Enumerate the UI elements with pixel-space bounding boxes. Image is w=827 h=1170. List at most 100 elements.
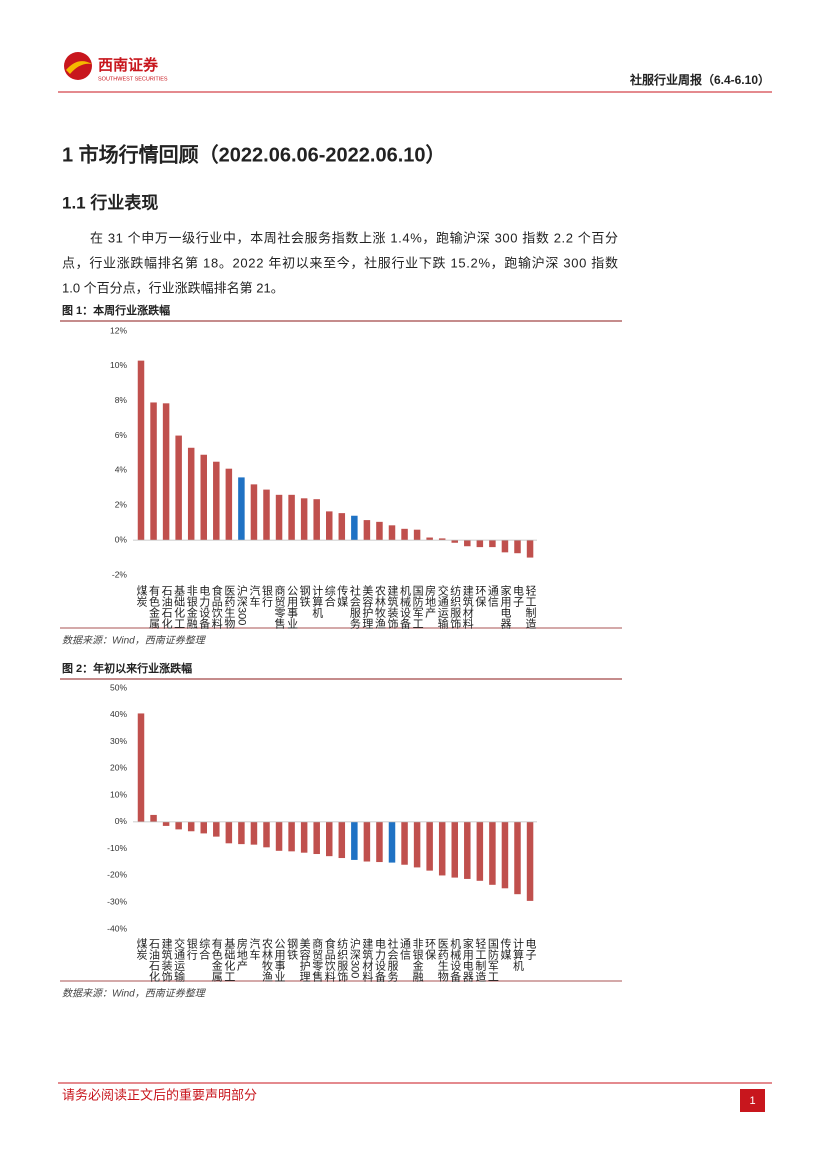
x-tick-label: 通信 [486,585,499,608]
logo-name: 西南证券 [98,56,159,74]
x-tick-label: 银行 [261,584,274,608]
bar [464,821,471,879]
figure-title: 图 1：本周行业涨跌幅 [62,303,170,317]
bar [438,538,446,541]
x-tick-label: 非银金融 [185,585,198,630]
bar [300,498,308,541]
page-number: 1 [749,1095,755,1107]
bar [501,821,509,889]
figure-source: 数据来源：Wind，西南证券整理 [62,988,207,1000]
x-tick-label: 环保 [474,585,487,608]
y-tick-label: -2% [112,569,128,579]
y-tick-label: 40% [110,709,127,719]
bar [489,821,496,885]
x-tick-label: 轻工制造 [474,937,487,982]
bar [275,821,283,851]
y-tick-label: 30% [110,736,127,746]
bar [438,821,446,876]
bar [137,360,145,541]
x-tick-label: 轻工制造 [524,584,537,629]
x-tick-label: 建筑装饰 [160,937,173,982]
x-tick-label: 银行 [185,937,198,961]
x-tick-label: 煤炭 [135,585,148,608]
bar [288,494,295,541]
x-tick-label: 机械设备 [449,937,462,983]
x-tick-label: 有色金属 [210,937,223,983]
x-tick-label: 纺织服饰 [449,584,462,629]
y-tick-label: 4% [115,465,128,475]
bar [326,511,333,541]
x-tick-label: 美容护理 [298,938,311,982]
x-tick-label: 建筑材料 [461,584,474,630]
x-tick-label: 石油石化 [160,585,173,630]
bar [451,540,458,543]
bar [526,821,534,901]
bar [313,821,320,855]
bar [401,528,408,541]
paragraph-line: 1.0 个百分点，行业涨跌幅排名第 21。 [62,280,284,295]
bar [238,821,245,845]
x-tick-label: 综合 [323,584,336,607]
bar [351,515,358,541]
bar [150,402,157,541]
bar [187,447,195,541]
y-tick-label: -20% [107,870,127,880]
y-tick-label: 8% [115,395,128,405]
bar [213,461,220,541]
bar [426,821,433,871]
x-tick-label: 计算机 [512,938,525,971]
y-tick-label: 0% [115,816,128,826]
x-tick-label: 有色金属 [148,584,161,630]
bar [376,821,383,863]
bar [526,540,534,558]
logo-en: SOUTHWEST SECURITIES [98,76,168,82]
x-tick-label: 汽车 [248,584,261,608]
x-tick-label: 沪深300 [348,937,361,979]
heading2: 1.1 行业表现 [62,192,158,212]
bar [388,525,396,541]
x-tick-label: 农林牧渔 [261,937,274,983]
bar [187,821,195,832]
bar [514,540,521,554]
x-tick-label: 公用事业 [286,585,299,629]
bar [388,821,396,863]
x-tick-label: 食品饮料 [210,584,223,630]
x-tick-label: 纺织服饰 [336,937,349,982]
x-tick-label: 房地产 [424,585,437,619]
y-tick-label: 2% [115,500,128,510]
x-tick-label: 国防军工 [411,585,424,629]
bar [250,821,258,845]
bar [363,520,371,541]
bar [250,484,258,541]
x-tick-label: 医药生物 [436,938,449,982]
bar [401,821,408,865]
x-tick-label: 农林牧渔 [373,584,386,630]
bar [263,821,270,848]
x-tick-label: 电力设备 [198,585,211,630]
x-tick-label: 钢铁 [298,585,311,607]
footer-notice: 请务必阅读正文后的重要声明部分 [62,1087,257,1102]
paragraph-line: 点，行业涨跌幅排名第 18。2022 年初以来至今，社服行业下跌 15.2%，跑… [62,255,618,270]
x-tick-label: 食品饮料 [323,937,336,983]
x-tick-label: 基础化工 [173,585,186,629]
x-tick-label: 建筑装饰 [386,584,399,629]
x-tick-label: 非银金融 [411,938,424,983]
bar [162,821,170,826]
bar [162,403,170,541]
bar [476,540,484,548]
bar [137,713,145,822]
x-tick-label: 商贸零售 [311,937,324,983]
y-tick-label: 12% [110,325,127,335]
y-tick-label: 10% [110,360,127,370]
bar [263,489,270,541]
bar [275,494,283,541]
x-tick-label: 传媒 [499,938,512,961]
bar [514,821,521,895]
y-tick-label: 6% [115,430,128,440]
x-tick-label: 电子 [512,585,525,607]
figure-title: 图 2：年初以来行业涨跌幅 [62,661,192,675]
bar [300,821,308,853]
x-tick-label: 基础化工 [223,938,236,982]
bar [501,540,509,553]
bar [338,821,346,859]
